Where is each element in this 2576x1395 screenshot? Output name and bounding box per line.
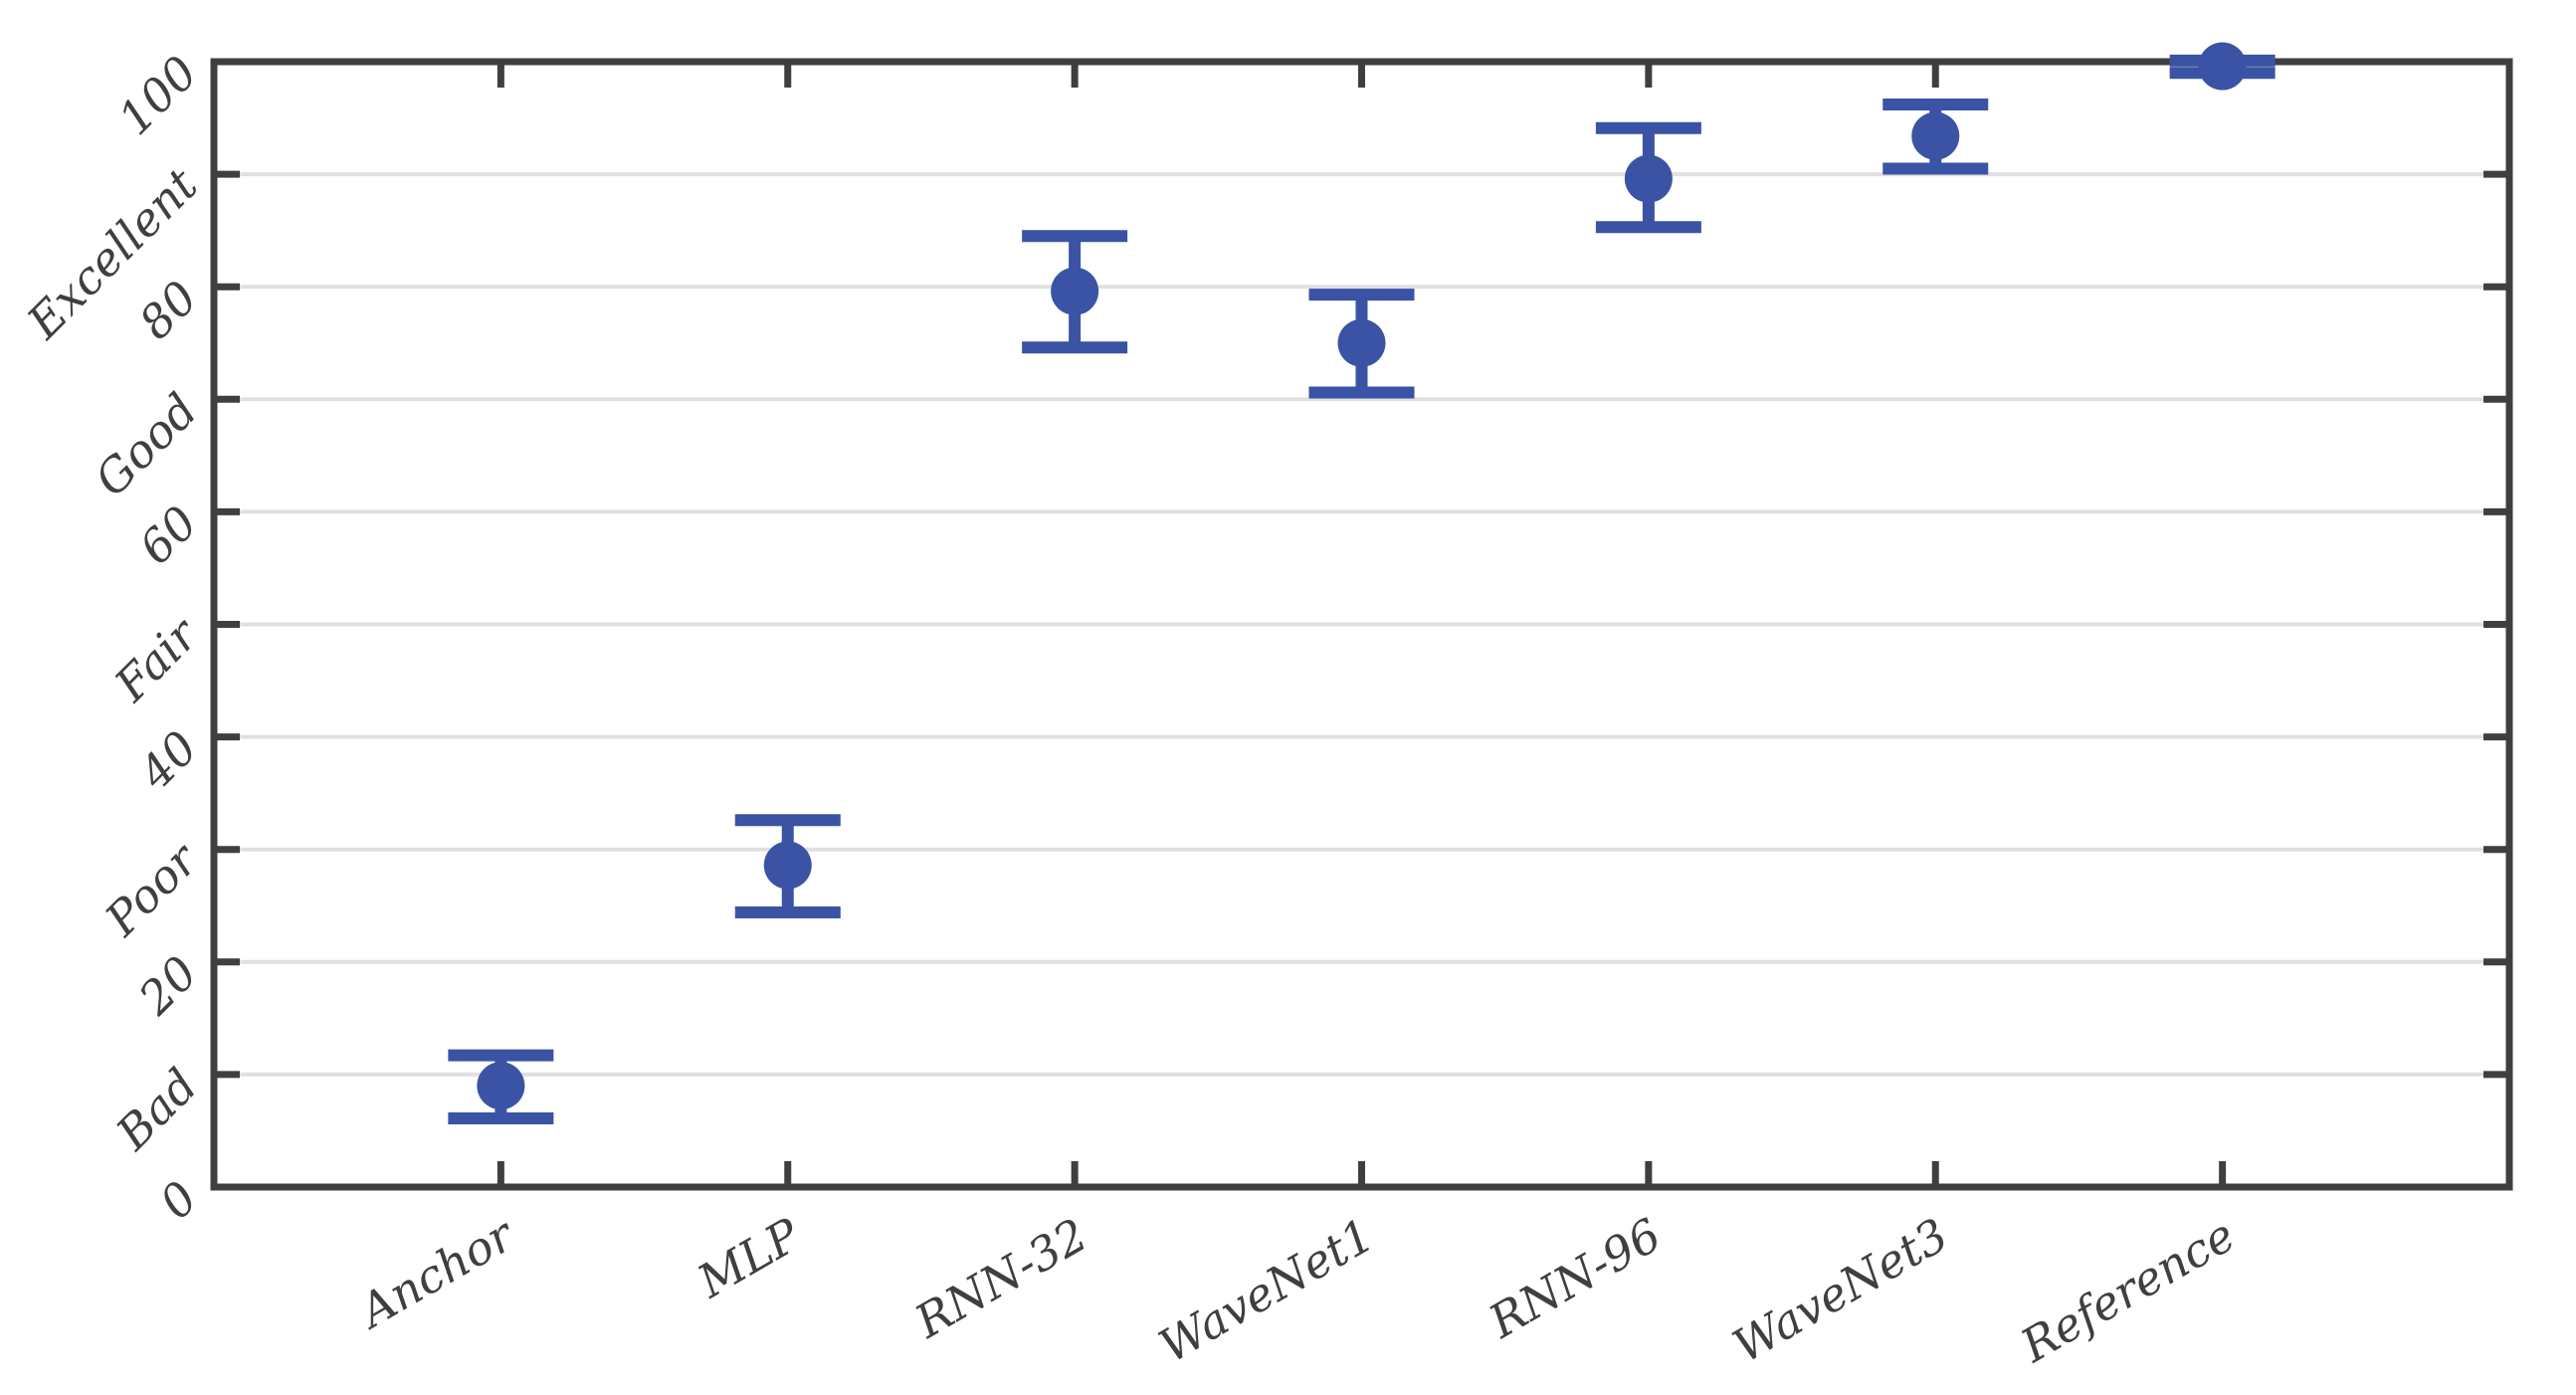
mean-marker (477, 1062, 525, 1110)
errorbar-point-rnn-32 (1022, 230, 1128, 354)
errorbar-point-anchor (448, 1049, 554, 1125)
gridlines (218, 172, 2505, 1077)
errorbar-point-mlp (734, 814, 841, 919)
mean-marker (1337, 318, 1386, 367)
mean-marker (763, 841, 812, 890)
errorbar-point-rnn-96 (1595, 121, 1701, 234)
errorbar-point-wavenet3 (1882, 98, 1989, 175)
errorbar-point-reference (2169, 42, 2276, 91)
mean-marker (1051, 267, 1099, 315)
series-mean-opinion-score (448, 42, 2276, 1125)
errorbar-point-wavenet1 (1308, 289, 1415, 399)
mean-marker (2198, 42, 2247, 91)
mean-marker (1911, 111, 1960, 160)
mean-marker (1624, 154, 1673, 203)
